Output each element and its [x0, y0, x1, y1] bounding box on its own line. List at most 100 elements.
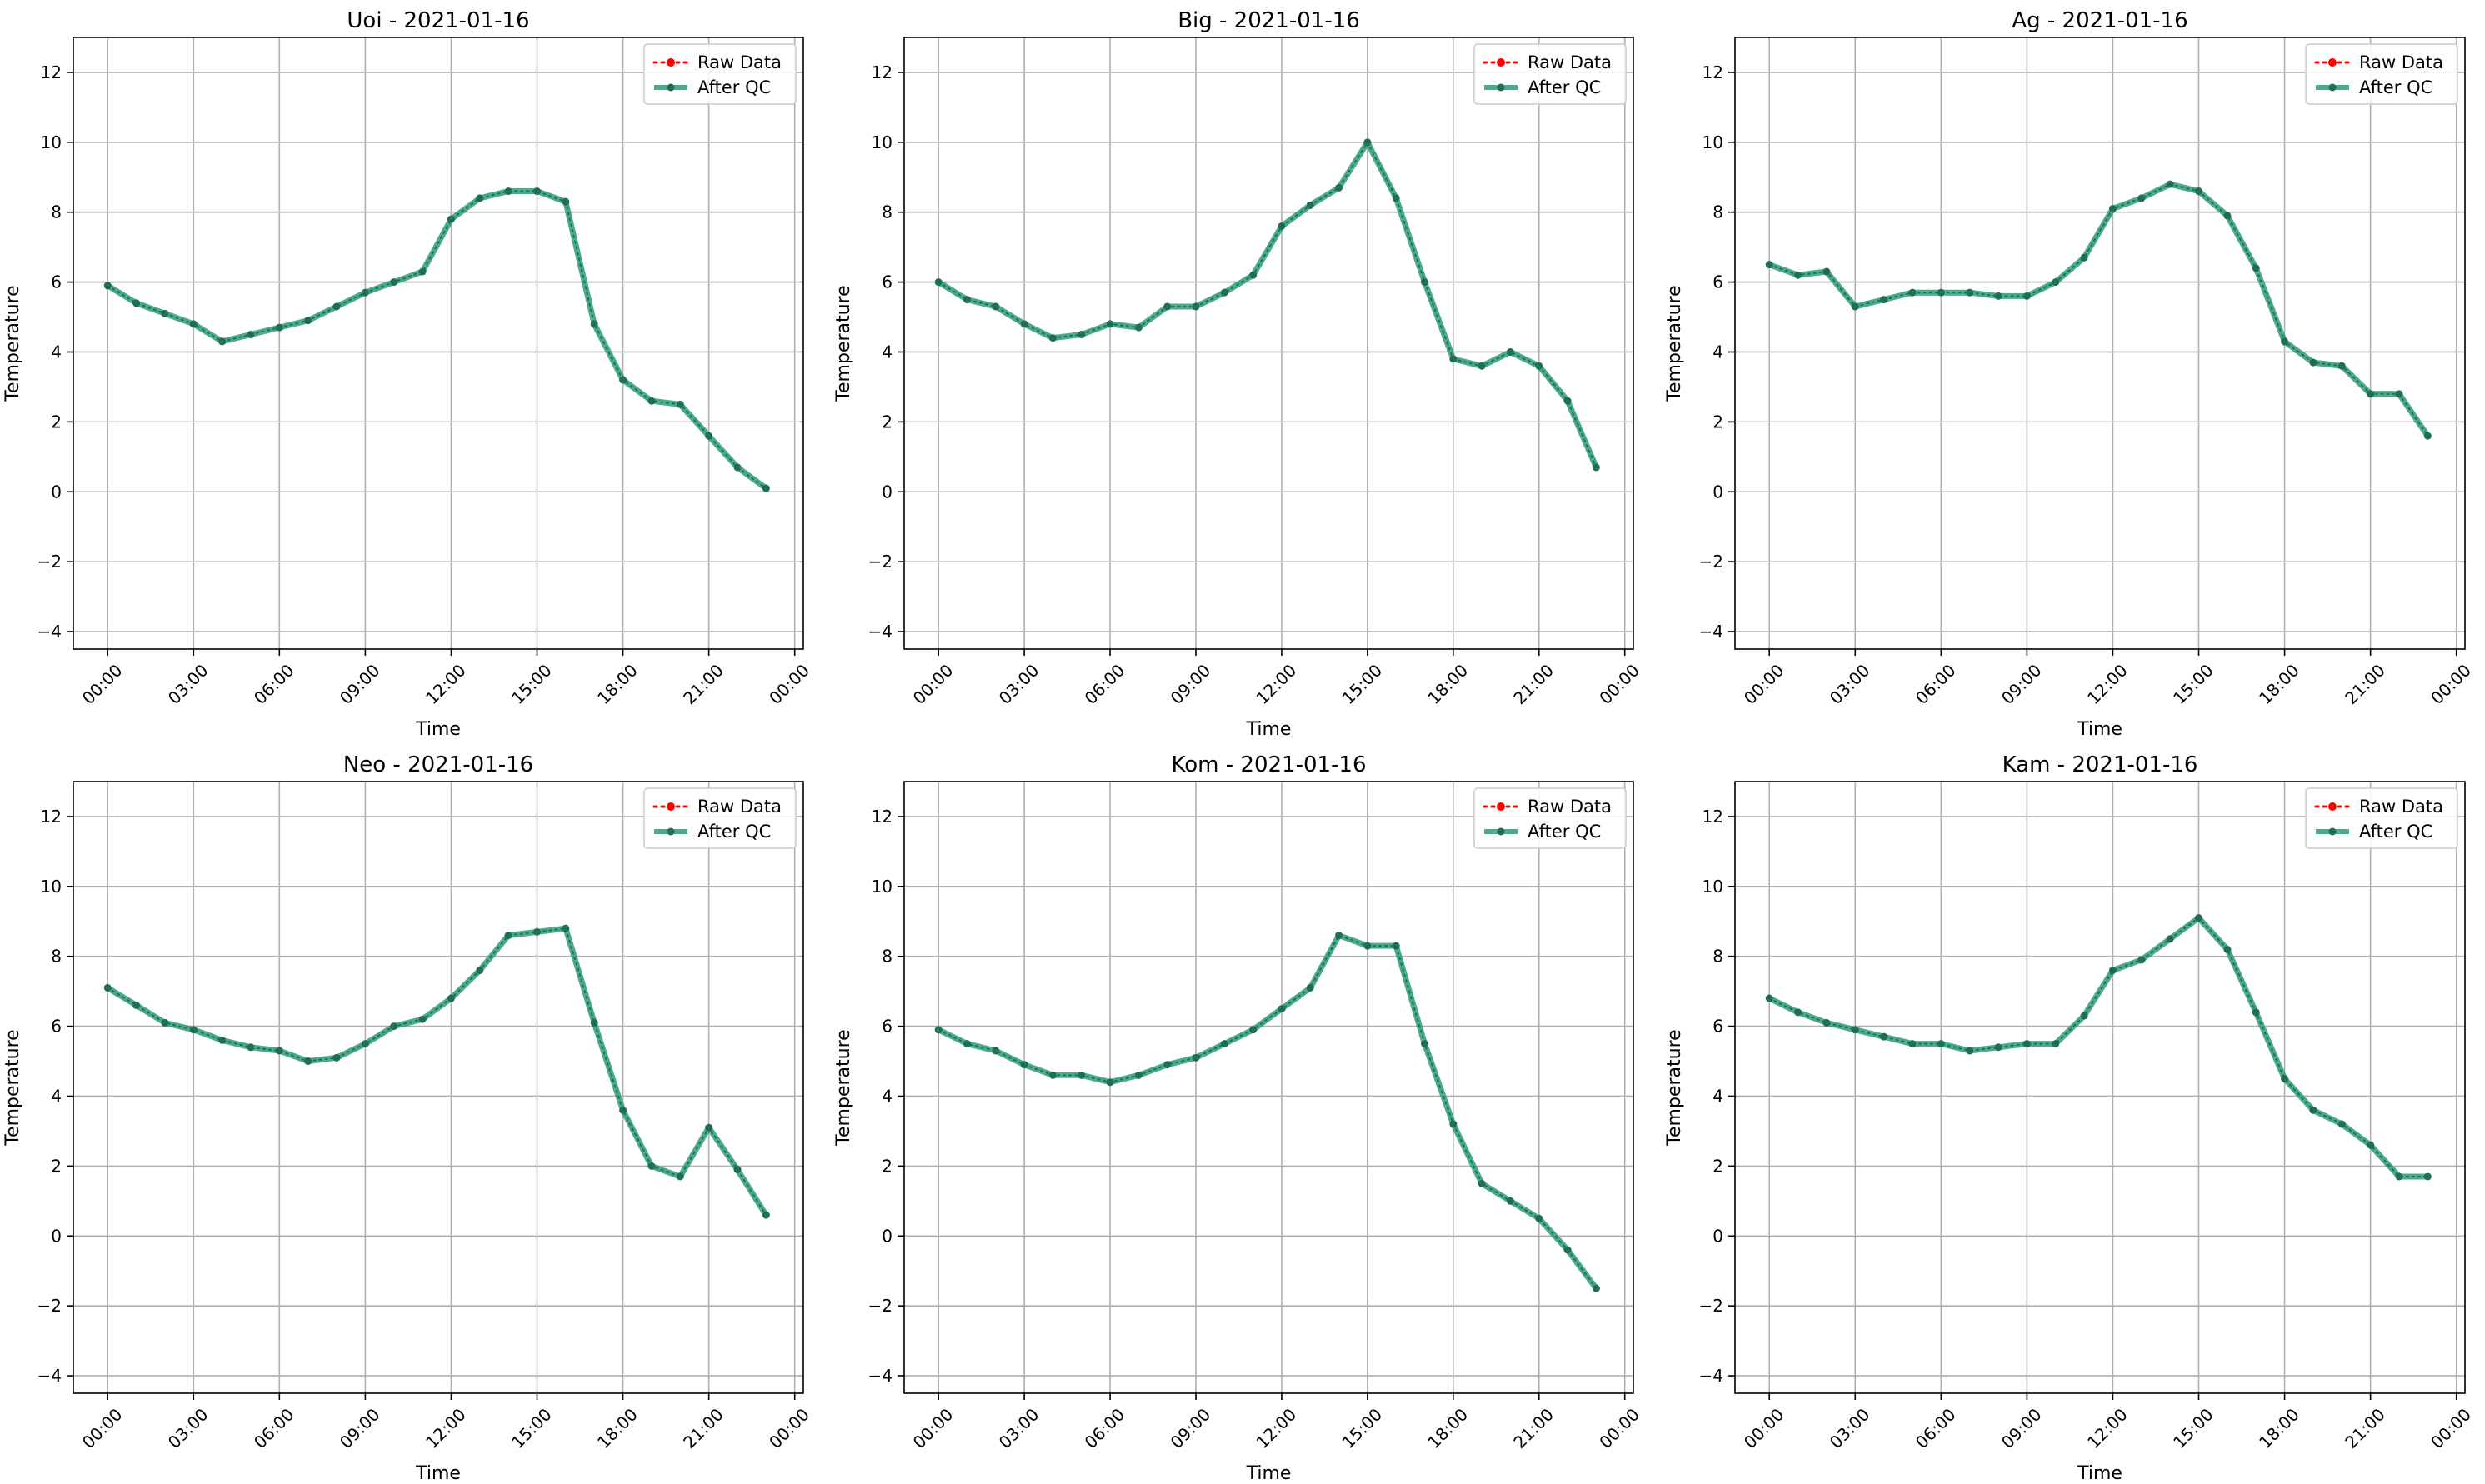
legend-qc-label: After QC [2359, 77, 2432, 97]
legend: Raw Data After QC [643, 787, 797, 849]
y-axis-label: Temperature [2, 285, 23, 402]
legend-raw-label: Raw Data [1528, 797, 1612, 817]
y-tick-label: 10 [41, 132, 62, 152]
after-qc-point [533, 187, 542, 196]
after-qc-point [2022, 1040, 2031, 1048]
after-qc-point [619, 1106, 628, 1114]
legend-qc-marker [2328, 83, 2337, 92]
x-tick-label: 09:00 [1167, 660, 1215, 708]
y-tick-label: −4 [868, 1366, 892, 1386]
y-tick-label: −2 [38, 1296, 62, 1316]
after-qc-point [1937, 1040, 1945, 1048]
after-qc-point [562, 924, 570, 932]
y-tick-label: 8 [51, 947, 62, 967]
chart-panel: 00:00 03:00 06:00 09:00 12:00 15:00 18:00 21:00… [833, 752, 1643, 1484]
after-qc-point [1994, 292, 2002, 300]
x-tick-label: 18:00 [2255, 1404, 2303, 1452]
legend-raw-label: Raw Data [698, 52, 782, 72]
chart-title: Uoi - 2021-01-16 [347, 8, 529, 33]
y-axis-label: Temperature [833, 1029, 854, 1146]
y-tick-label: 2 [882, 1156, 892, 1176]
y-tick-label: 0 [51, 482, 62, 502]
y-tick-label: −4 [1699, 1366, 1723, 1386]
legend: Raw Data After QC [2305, 43, 2458, 105]
legend-raw-marker [2328, 58, 2337, 67]
x-tick-label: 21:00 [2341, 660, 2389, 708]
y-tick-label: 10 [1702, 132, 1723, 152]
x-axis-label: Time [1246, 1463, 1292, 1484]
raw-data-line [1768, 917, 2429, 1178]
after-qc-point [1966, 1047, 1974, 1055]
raw-data-line [938, 140, 1598, 469]
y-tick-label: −2 [868, 552, 892, 572]
x-tick-label: 15:00 [508, 660, 556, 708]
x-tick-label: 00:00 [2427, 660, 2475, 708]
y-tick-label: −2 [1699, 1296, 1723, 1316]
y-tick-label: 10 [872, 132, 892, 152]
after-qc-point [1994, 1043, 2002, 1052]
legend-qc-marker [667, 827, 675, 836]
x-axis-label: Time [2077, 1463, 2122, 1484]
x-tick-label: 06:00 [1081, 660, 1129, 708]
legend-qc-label: After QC [1528, 77, 1601, 97]
y-tick-label: −2 [1699, 552, 1723, 572]
y-tick-label: −4 [1699, 622, 1723, 642]
legend-qc-label: After QC [2359, 822, 2432, 842]
y-tick-label: 10 [1702, 877, 1723, 897]
x-tick-label: 03:00 [1826, 1404, 1874, 1452]
x-tick-label: 06:00 [1912, 660, 1960, 708]
y-tick-label: 4 [882, 342, 892, 362]
y-tick-label: −4 [868, 622, 892, 642]
chart-panel: 00:00 03:00 06:00 09:00 12:00 15:00 18:00 21:00… [833, 8, 1643, 740]
after-qc-point [275, 1047, 283, 1055]
y-tick-label: 4 [882, 1086, 892, 1106]
y-tick-label: 2 [51, 1156, 62, 1176]
legend-raw-marker [667, 802, 675, 811]
chart-title: Kam - 2021-01-16 [2002, 752, 2198, 777]
x-tick-label: 00:00 [2427, 1404, 2475, 1452]
x-tick-label: 00:00 [765, 1404, 813, 1452]
y-tick-label: 12 [1702, 807, 1723, 827]
legend-raw-label: Raw Data [2359, 797, 2443, 817]
x-tick-label: 18:00 [593, 660, 642, 708]
x-tick-label: 09:00 [1998, 660, 2046, 708]
x-axis-label: Time [1246, 719, 1292, 740]
y-tick-label: 8 [1712, 202, 1723, 222]
x-tick-label: 18:00 [1423, 1404, 1472, 1452]
legend-qc-marker [1497, 83, 1505, 92]
x-tick-label: 06:00 [1081, 1404, 1129, 1452]
y-tick-label: 4 [1712, 342, 1723, 362]
legend-qc-label: After QC [1528, 822, 1601, 842]
y-tick-label: 6 [882, 1017, 892, 1037]
x-tick-label: 12:00 [422, 1404, 470, 1452]
legend-raw-label: Raw Data [1528, 52, 1612, 72]
y-tick-label: 12 [872, 807, 892, 827]
x-tick-label: 00:00 [1740, 660, 1788, 708]
x-tick-label: 06:00 [250, 1404, 298, 1452]
chart-title: Neo - 2021-01-16 [343, 752, 533, 777]
legend: Raw Data After QC [2305, 787, 2458, 849]
legend-raw-label: Raw Data [2359, 52, 2443, 72]
y-tick-label: 6 [882, 272, 892, 292]
x-tick-label: 21:00 [1509, 1404, 1558, 1452]
raw-data-line [1768, 183, 2429, 437]
y-tick-label: −2 [38, 552, 62, 572]
y-tick-label: 0 [51, 1226, 62, 1246]
x-tick-label: 21:00 [2341, 1404, 2389, 1452]
x-tick-label: 09:00 [336, 1404, 384, 1452]
x-tick-label: 12:00 [2083, 660, 2132, 708]
y-tick-label: 0 [1712, 482, 1723, 502]
after-qc-point [1392, 194, 1400, 202]
x-tick-label: 00:00 [1595, 660, 1643, 708]
chart-panel: 00:00 03:00 06:00 09:00 12:00 15:00 18:00 21:00… [2, 8, 813, 740]
after-qc-point [992, 1047, 1000, 1055]
x-axis-label: Time [415, 1463, 461, 1484]
after-qc-point [218, 1036, 227, 1044]
y-tick-label: 2 [1712, 1156, 1723, 1176]
legend-qc-marker [1497, 827, 1505, 836]
raw-data-line [107, 927, 768, 1217]
x-tick-label: 09:00 [1998, 1404, 2046, 1452]
x-tick-label: 21:00 [1509, 660, 1558, 708]
legend-qc-marker [667, 83, 675, 92]
after-qc-point [1880, 1032, 1888, 1041]
